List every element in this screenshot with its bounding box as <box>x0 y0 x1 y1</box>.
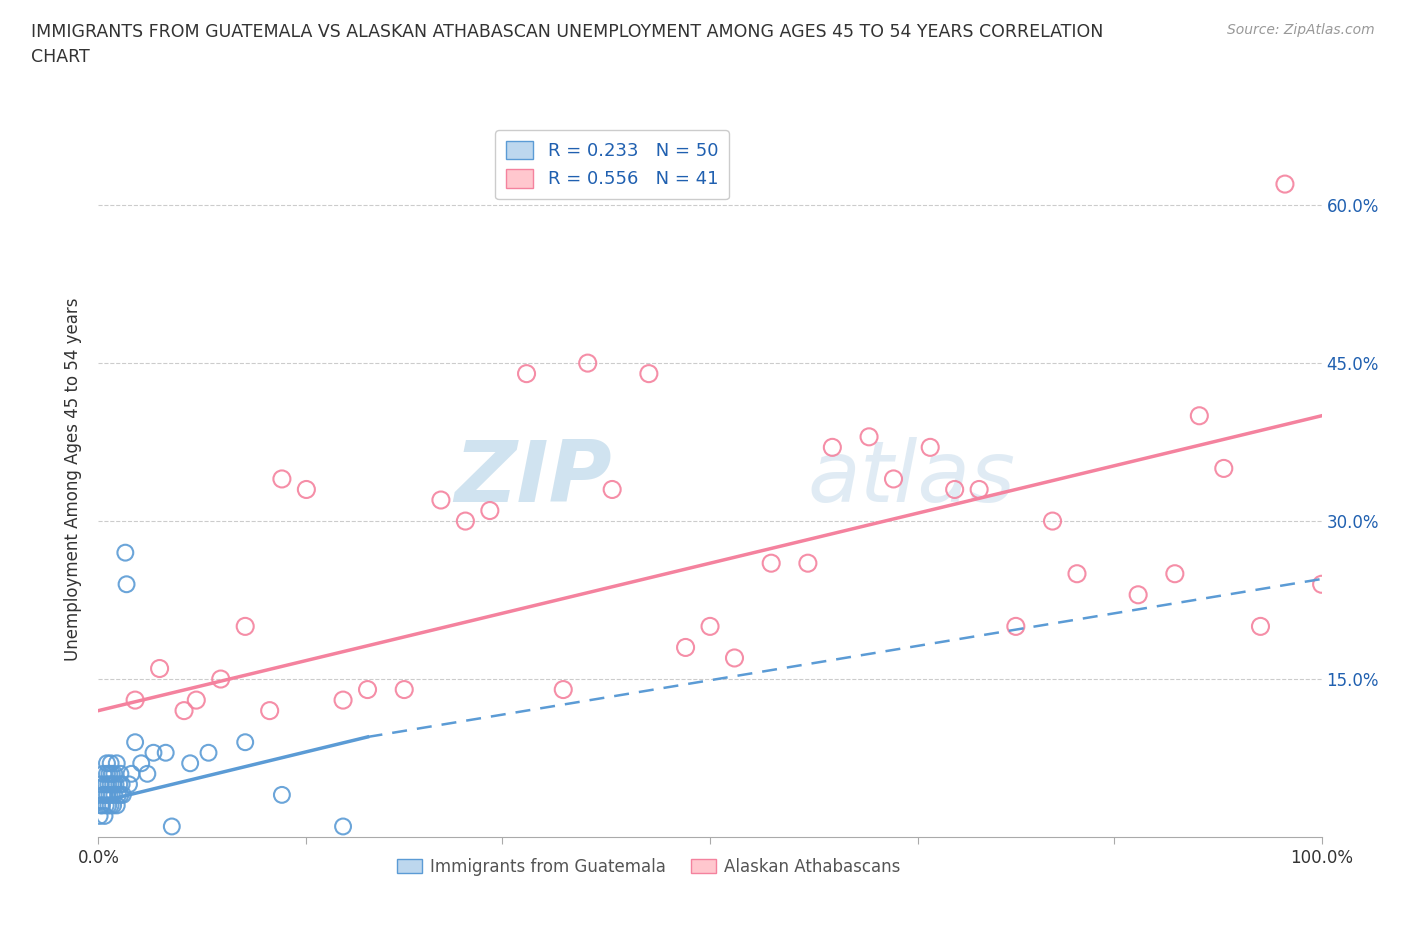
Point <box>124 693 146 708</box>
Point <box>920 440 942 455</box>
Point <box>967 482 990 497</box>
Point <box>124 735 146 750</box>
Point <box>90 777 112 791</box>
Point <box>454 513 477 528</box>
Point <box>515 366 537 381</box>
Point <box>356 682 378 697</box>
Point <box>97 798 120 813</box>
Point <box>600 482 623 497</box>
Point <box>108 777 131 791</box>
Point <box>233 619 256 634</box>
Point <box>392 682 416 697</box>
Point <box>142 745 165 760</box>
Point <box>270 788 294 803</box>
Point <box>149 661 172 676</box>
Point <box>111 788 134 803</box>
Point <box>197 745 219 760</box>
Point <box>233 735 256 750</box>
Point <box>115 577 138 591</box>
Point <box>1310 577 1333 591</box>
Point <box>1188 408 1211 423</box>
Point <box>91 788 114 803</box>
Point <box>209 671 232 686</box>
Point <box>129 756 152 771</box>
Point <box>179 756 201 771</box>
Point <box>553 682 575 697</box>
Point <box>173 703 195 718</box>
Text: atlas: atlas <box>808 437 1017 521</box>
Point <box>100 756 122 771</box>
Point <box>90 798 112 813</box>
Point <box>101 798 124 813</box>
Point <box>101 788 124 803</box>
Point <box>111 777 134 791</box>
Point <box>98 766 121 781</box>
Point <box>100 798 122 813</box>
Text: IMMIGRANTS FROM GUATEMALA VS ALASKAN ATHABASCAN UNEMPLOYMENT AMONG AGES 45 TO 54: IMMIGRANTS FROM GUATEMALA VS ALASKAN ATH… <box>31 23 1104 66</box>
Point <box>110 788 132 803</box>
Point <box>93 788 115 803</box>
Point <box>104 777 127 791</box>
Text: ZIP: ZIP <box>454 437 612 521</box>
Point <box>120 766 142 781</box>
Point <box>96 788 118 803</box>
Point <box>761 556 783 571</box>
Point <box>186 693 208 708</box>
Point <box>637 366 661 381</box>
Point <box>96 756 118 771</box>
Point <box>101 777 124 791</box>
Point <box>94 777 117 791</box>
Point <box>1066 566 1088 581</box>
Point <box>675 640 697 655</box>
Point <box>858 430 880 445</box>
Point <box>1164 566 1187 581</box>
Point <box>91 766 114 781</box>
Point <box>821 440 844 455</box>
Point <box>160 819 183 834</box>
Point <box>114 545 136 560</box>
Point <box>1249 619 1271 634</box>
Point <box>576 355 599 370</box>
Point <box>118 777 141 791</box>
Point <box>270 472 294 486</box>
Point <box>107 788 129 803</box>
Point <box>94 798 117 813</box>
Point <box>478 503 501 518</box>
Point <box>332 819 354 834</box>
Point <box>1212 461 1234 476</box>
Point <box>91 798 114 813</box>
Point <box>136 766 159 781</box>
Point <box>110 766 132 781</box>
Point <box>96 766 118 781</box>
Point <box>723 651 745 666</box>
Point <box>943 482 966 497</box>
Point <box>259 703 281 718</box>
Point <box>97 777 120 791</box>
Point <box>1128 588 1150 603</box>
Point <box>883 472 905 486</box>
Point <box>332 693 354 708</box>
Point <box>1274 177 1296 192</box>
Point <box>89 808 111 823</box>
Point <box>103 766 125 781</box>
Point <box>100 777 122 791</box>
Point <box>797 556 820 571</box>
Point <box>103 788 125 803</box>
Point <box>155 745 177 760</box>
Point <box>105 756 128 771</box>
Point <box>105 798 128 813</box>
Point <box>1042 513 1064 528</box>
Point <box>1004 619 1026 634</box>
Point <box>98 788 121 803</box>
Y-axis label: Unemployment Among Ages 45 to 54 years: Unemployment Among Ages 45 to 54 years <box>65 298 83 660</box>
Text: Source: ZipAtlas.com: Source: ZipAtlas.com <box>1227 23 1375 37</box>
Point <box>295 482 318 497</box>
Point <box>430 493 453 508</box>
Point <box>699 619 721 634</box>
Legend: Immigrants from Guatemala, Alaskan Athabascans: Immigrants from Guatemala, Alaskan Athab… <box>391 851 907 883</box>
Point <box>101 766 124 781</box>
Point <box>93 808 115 823</box>
